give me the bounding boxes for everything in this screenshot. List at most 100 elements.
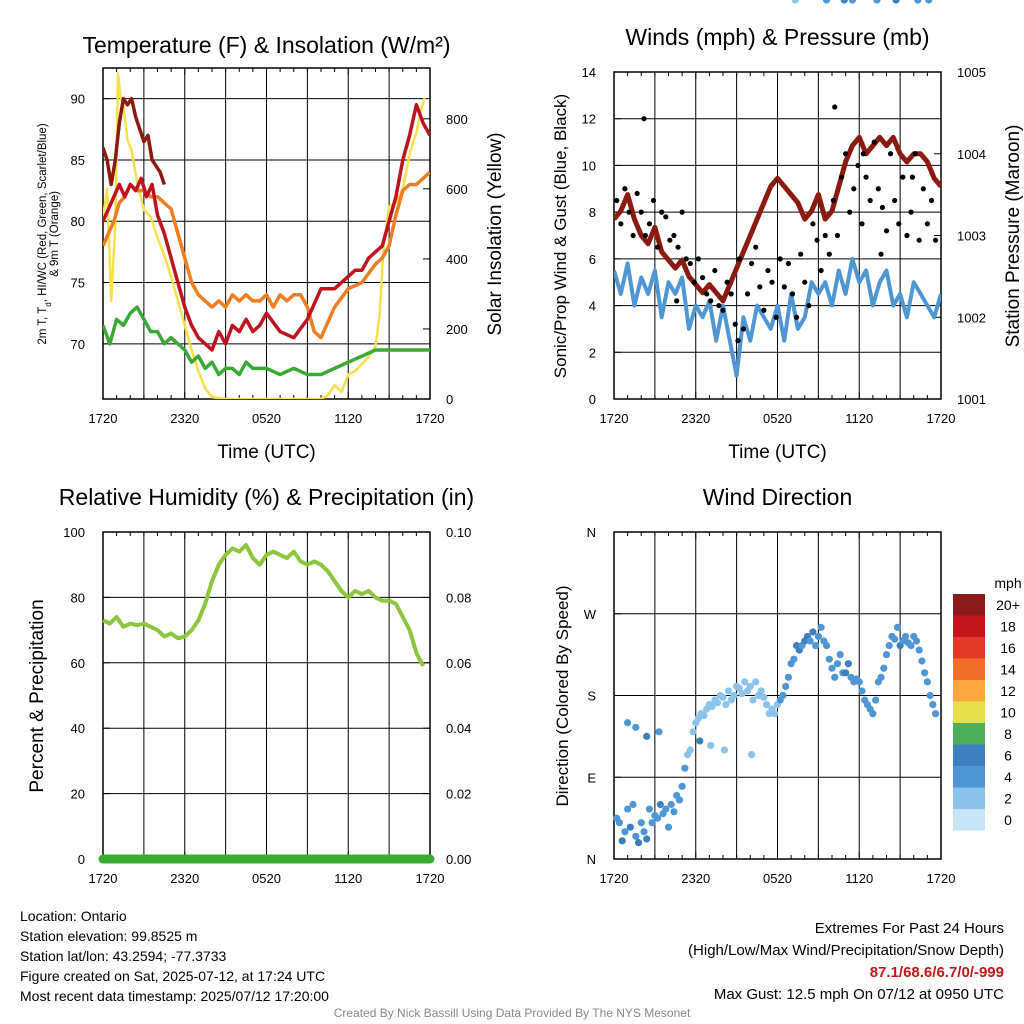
gust-point xyxy=(871,139,877,145)
wind-direction-point xyxy=(833,660,842,668)
colorbar-label: 2 xyxy=(1004,791,1012,807)
colorbar-swatch xyxy=(953,615,985,637)
gust-point xyxy=(769,279,775,285)
temp-x-tick-label: 2320 xyxy=(170,411,199,426)
temp-x-axis-label: Time (UTC) xyxy=(217,442,316,463)
wind-direction-point xyxy=(912,637,921,645)
gust-point xyxy=(867,197,873,204)
gust-point xyxy=(822,232,828,239)
gust-point xyxy=(708,298,714,304)
wind-direction-point xyxy=(763,700,771,709)
gust-point xyxy=(614,197,620,204)
gust-point xyxy=(712,267,718,274)
gust-point xyxy=(896,221,902,227)
temp-y2-tick-label: 0 xyxy=(446,392,453,407)
rh-y2-tick-label: 0.06 xyxy=(446,656,471,671)
colorbar-label: 8 xyxy=(1004,726,1012,742)
wind-direction-point xyxy=(848,0,857,4)
wind-direction-point xyxy=(760,693,768,701)
winds-y2-tick-label: 1001 xyxy=(957,392,986,407)
gust-point xyxy=(847,209,853,215)
wind-direction-point xyxy=(662,805,670,813)
station-info: Location: Ontario Station elevation: 99.… xyxy=(20,906,329,1006)
wind-direction-point xyxy=(656,800,664,809)
wind-direction-point xyxy=(708,702,716,711)
wdir-y-tick-label: E xyxy=(587,770,596,785)
wind-direction-point xyxy=(621,828,629,836)
rh-y2-tick-label: 0.02 xyxy=(446,787,471,802)
temp-x-tick-label: 0520 xyxy=(252,411,281,426)
wind-direction-point xyxy=(648,819,656,827)
gust-point xyxy=(695,256,702,262)
wdir-x-tick-label: 1120 xyxy=(845,871,873,886)
rh-y-tick-label: 80 xyxy=(71,590,85,605)
winds-y-tick-label: 4 xyxy=(589,299,596,314)
colorbar-label: 16 xyxy=(1000,640,1016,656)
wind-direction-point xyxy=(901,632,910,641)
colorbar-swatch xyxy=(953,658,985,680)
colorbar-swatch xyxy=(953,680,985,702)
gust-point xyxy=(728,291,734,297)
winds-x-tick-label: 2320 xyxy=(681,411,710,426)
gust-point xyxy=(667,237,673,243)
winds-x-tick-label: 1720 xyxy=(927,411,956,426)
gust-point xyxy=(909,174,915,180)
gust-point xyxy=(789,291,796,297)
wind-direction-point xyxy=(735,684,743,692)
colorbar-swatch xyxy=(953,744,985,766)
wind-direction-point xyxy=(618,837,626,845)
wind-direction-point xyxy=(825,655,833,663)
wind-direction-point xyxy=(738,690,746,698)
wind-direction-point xyxy=(869,710,877,718)
rh-y-tick-label: 100 xyxy=(63,525,85,540)
gust-point xyxy=(879,204,886,211)
wind-direction-chart: 1720 2320 0520 1120 1720 N E S W N Wind Direction D… xyxy=(553,0,1022,886)
gust-point xyxy=(641,116,647,122)
wind-direction-point xyxy=(771,710,779,718)
gust-point xyxy=(883,228,890,234)
wind-direction-point xyxy=(790,655,798,663)
colorbar-swatch xyxy=(953,594,985,616)
winds-y-tick-label: 0 xyxy=(589,392,596,407)
wind-direction-point xyxy=(931,710,940,718)
winds-series-pressure xyxy=(614,134,941,304)
gust-point xyxy=(818,267,824,274)
winds-y2-axis-label: Station Pressure (Maroon) xyxy=(1003,125,1024,348)
gust-point xyxy=(683,256,689,262)
gust-point xyxy=(671,232,677,239)
gust-point xyxy=(618,221,624,227)
wind-direction-point xyxy=(822,641,831,650)
gust-point xyxy=(691,279,697,285)
colorbar-label: 10 xyxy=(1000,705,1016,721)
gust-point xyxy=(932,237,939,243)
gust-point xyxy=(859,221,865,227)
wind-direction-point xyxy=(681,764,689,772)
wind-direction-point xyxy=(844,660,852,668)
wind-direction-point xyxy=(828,664,836,672)
winds-y-axis-label: Sonic/Prop Wind & Gust (Blue, Black) xyxy=(551,94,570,378)
gust-point xyxy=(887,151,894,157)
winds-chart: 1720 2320 0520 1120 1720 0 2 4 6 8 10 12 14 1001 1002 1… xyxy=(551,24,1024,463)
colorbar-swatch xyxy=(953,766,985,788)
gust-point xyxy=(679,209,685,215)
gust-point xyxy=(638,209,644,215)
wind-direction-point xyxy=(741,678,749,686)
gust-point xyxy=(860,151,866,157)
temp-series-red xyxy=(103,103,430,352)
gust-point xyxy=(781,284,787,290)
gust-point xyxy=(810,221,816,227)
rh-x-tick-label: 0520 xyxy=(252,871,281,886)
winds-x-tick-label: 1120 xyxy=(845,411,873,426)
wind-direction-point xyxy=(643,835,651,843)
wind-direction-point xyxy=(664,823,673,831)
wind-direction-point xyxy=(670,808,678,816)
gust-point xyxy=(765,267,771,274)
winds-y-tick-label: 2 xyxy=(589,345,596,360)
wind-direction-point xyxy=(918,657,926,665)
rh-y2-tick-label: 0.00 xyxy=(446,852,471,867)
wind-direction-point xyxy=(836,651,844,659)
gust-point xyxy=(777,256,783,262)
temp-y-tick-label: 70 xyxy=(71,337,85,352)
wind-direction-point xyxy=(686,746,694,754)
wind-direction-point xyxy=(873,0,881,4)
